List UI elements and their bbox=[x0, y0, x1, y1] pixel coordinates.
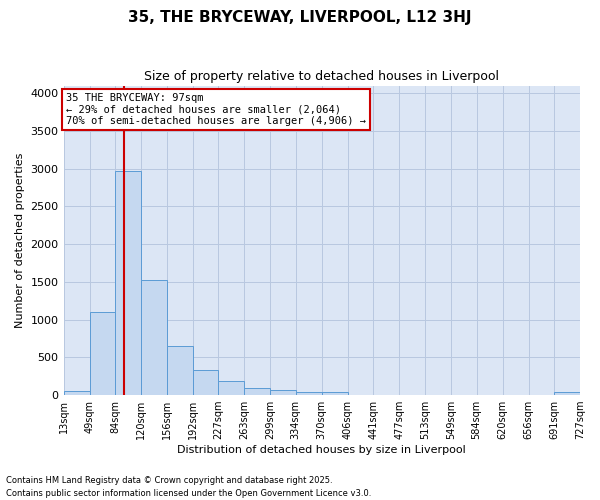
Bar bbox=[296, 392, 322, 395]
Bar bbox=[115, 171, 141, 395]
Text: 35, THE BRYCEWAY, LIVERPOOL, L12 3HJ: 35, THE BRYCEWAY, LIVERPOOL, L12 3HJ bbox=[128, 10, 472, 25]
Y-axis label: Number of detached properties: Number of detached properties bbox=[15, 152, 25, 328]
X-axis label: Distribution of detached houses by size in Liverpool: Distribution of detached houses by size … bbox=[178, 445, 466, 455]
Bar bbox=[64, 392, 89, 395]
Text: Contains HM Land Registry data © Crown copyright and database right 2025.
Contai: Contains HM Land Registry data © Crown c… bbox=[6, 476, 371, 498]
Bar bbox=[141, 280, 167, 395]
Bar bbox=[554, 392, 580, 395]
Title: Size of property relative to detached houses in Liverpool: Size of property relative to detached ho… bbox=[144, 70, 499, 83]
Bar bbox=[193, 370, 218, 395]
Bar bbox=[218, 380, 244, 395]
Bar bbox=[89, 312, 115, 395]
Bar bbox=[271, 390, 296, 395]
Bar bbox=[244, 388, 271, 395]
Text: 35 THE BRYCEWAY: 97sqm
← 29% of detached houses are smaller (2,064)
70% of semi-: 35 THE BRYCEWAY: 97sqm ← 29% of detached… bbox=[66, 93, 366, 126]
Bar bbox=[167, 346, 193, 395]
Bar bbox=[322, 392, 348, 395]
